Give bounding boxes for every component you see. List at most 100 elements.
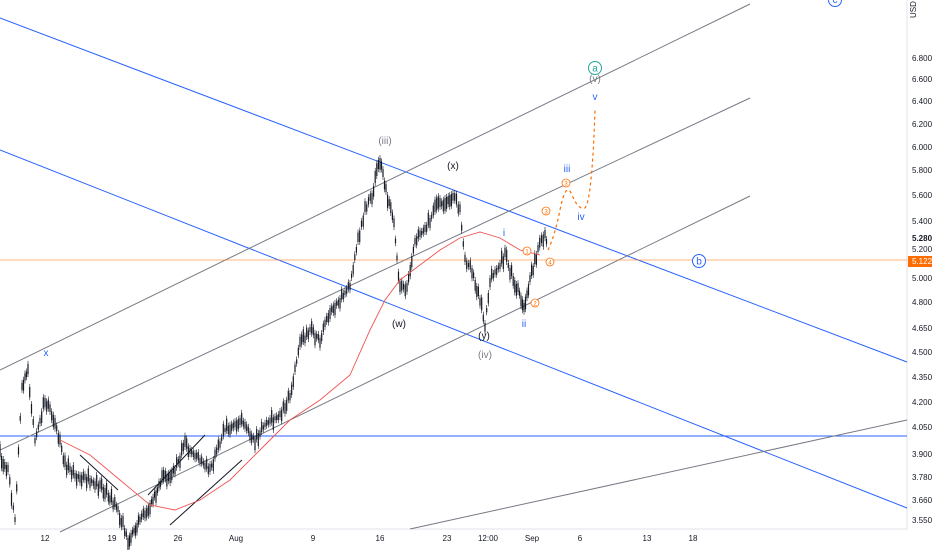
price-candle xyxy=(531,264,533,276)
price-candle xyxy=(374,170,376,183)
x-tick-4: 9 xyxy=(311,534,316,543)
price-series xyxy=(0,109,596,550)
price-candle xyxy=(94,481,96,490)
price-candle xyxy=(518,290,521,296)
y-tick-12: 4.500 xyxy=(912,348,932,357)
price-candle xyxy=(431,214,433,219)
price-candle xyxy=(115,504,117,510)
wave-label-b: b xyxy=(696,257,702,268)
price-candle xyxy=(131,529,134,535)
price-candle xyxy=(231,423,233,431)
price-candle xyxy=(224,427,226,432)
price-candle xyxy=(467,263,470,268)
y-tick-18: 3.660 xyxy=(912,496,932,505)
price-candle xyxy=(169,471,171,484)
price-candle xyxy=(207,466,209,474)
price-candle xyxy=(539,237,541,248)
price-candle xyxy=(289,393,291,401)
price-candle xyxy=(476,286,478,298)
price-candle xyxy=(523,303,525,312)
price-candle xyxy=(204,463,206,470)
price-candle xyxy=(287,390,289,401)
price-candle xyxy=(281,409,283,422)
price-candle xyxy=(181,443,183,456)
price-candle xyxy=(214,449,216,459)
marker-price-label: 5.122 xyxy=(912,257,932,266)
price-candle xyxy=(319,338,321,348)
price-candle xyxy=(146,508,148,518)
wave-label-v-projected: v xyxy=(593,92,598,103)
price-candle xyxy=(102,486,104,499)
price-candle xyxy=(291,384,293,395)
price-candle xyxy=(439,198,441,207)
price-candle xyxy=(266,419,268,426)
price-candle xyxy=(271,410,273,423)
price-candle xyxy=(506,249,508,262)
price-candle xyxy=(5,465,7,477)
price-candle xyxy=(14,517,16,522)
price-candle xyxy=(119,513,121,526)
price-candle xyxy=(411,256,413,268)
price-candle xyxy=(76,473,78,486)
price-candle xyxy=(499,263,501,270)
price-candle xyxy=(515,284,517,296)
price-candle xyxy=(416,236,418,246)
price-candle xyxy=(251,433,253,443)
x-tick-11: 18 xyxy=(689,534,698,543)
price-candle xyxy=(336,301,338,306)
price-candle xyxy=(417,229,419,239)
price-candle xyxy=(32,419,34,425)
price-candle xyxy=(383,180,386,190)
price-candle xyxy=(41,411,43,423)
price-candle xyxy=(342,293,344,300)
price-candle xyxy=(171,470,173,481)
sub-wave-label-5: 3 xyxy=(564,182,568,188)
price-candle xyxy=(30,404,33,414)
price-candle xyxy=(87,468,89,482)
price-candle xyxy=(399,281,401,292)
price-candle xyxy=(327,313,329,323)
price-candle xyxy=(436,197,438,211)
y-tick-14: 4.200 xyxy=(912,398,932,407)
price-candle xyxy=(25,371,28,378)
price-candle xyxy=(469,260,471,270)
price-candle xyxy=(158,481,160,489)
y-tick-8: 5.200 xyxy=(912,245,932,254)
price-candle xyxy=(27,363,29,374)
price-candle xyxy=(314,333,316,346)
price-candle xyxy=(322,323,324,332)
price-candle xyxy=(422,227,424,234)
price-candle xyxy=(429,218,431,228)
price-candle xyxy=(484,323,486,332)
price-candle xyxy=(136,523,138,533)
sub-wave-circle-2 xyxy=(530,298,540,308)
price-candle xyxy=(128,535,131,547)
price-candle xyxy=(455,193,458,205)
price-candle xyxy=(334,303,336,316)
price-candle xyxy=(524,296,527,310)
price-candle xyxy=(267,420,269,425)
price-candle xyxy=(99,480,101,489)
price-candle xyxy=(47,399,49,409)
price-candle xyxy=(406,283,408,292)
price-candle xyxy=(104,488,106,500)
price-candle xyxy=(19,415,21,421)
price-candle xyxy=(474,280,476,291)
y-tick-9: 5.000 xyxy=(912,274,932,283)
x-tick-6: 23 xyxy=(443,534,452,543)
price-candle xyxy=(177,459,179,464)
price-candle xyxy=(337,299,339,306)
price-candle xyxy=(459,204,461,212)
price-candle xyxy=(446,197,448,209)
price-candle xyxy=(211,463,213,468)
wave-label-iv-paren: (iv) xyxy=(478,350,492,361)
price-candle xyxy=(316,333,318,339)
x-tick-5: 16 xyxy=(376,534,385,543)
price-candle xyxy=(67,458,69,471)
price-candle xyxy=(391,212,393,220)
price-candle xyxy=(352,265,354,274)
price-candle xyxy=(10,493,13,506)
price-candle xyxy=(297,347,299,356)
price-candle xyxy=(471,268,473,279)
